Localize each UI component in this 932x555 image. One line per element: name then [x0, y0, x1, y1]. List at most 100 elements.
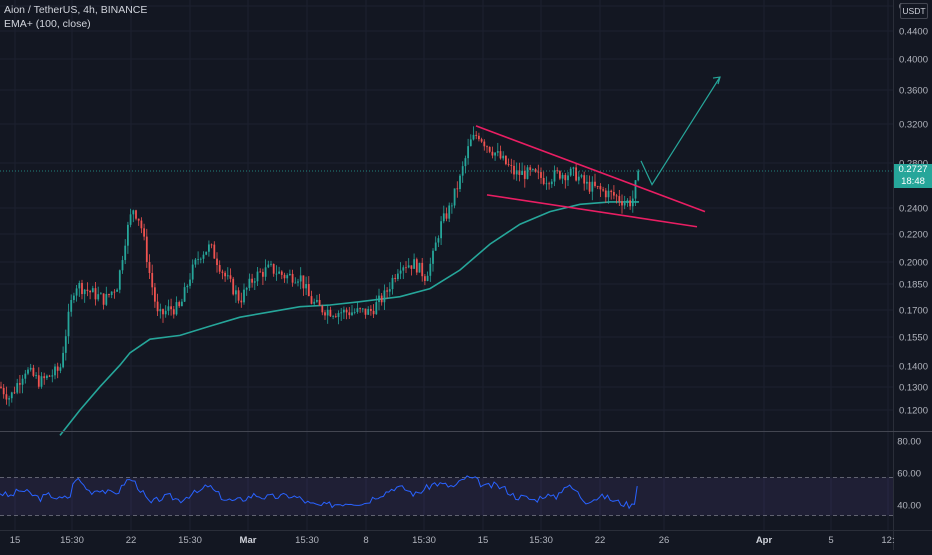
candle	[116, 288, 118, 292]
candle	[597, 186, 599, 189]
candle	[76, 285, 78, 302]
candle	[405, 261, 407, 273]
candle	[551, 179, 553, 188]
price-grid	[0, 0, 893, 530]
candle	[230, 268, 232, 282]
candle	[581, 174, 583, 179]
candle	[132, 210, 134, 223]
candle	[246, 287, 248, 296]
candle	[62, 346, 64, 368]
candle	[381, 293, 383, 306]
candle	[548, 182, 550, 190]
candle	[189, 273, 191, 288]
time-scale-label: 15:30	[529, 535, 553, 546]
candle	[43, 373, 45, 385]
candle	[546, 176, 548, 190]
candle	[610, 190, 612, 200]
candle	[330, 307, 332, 317]
candle	[49, 375, 51, 377]
candle	[95, 282, 97, 305]
candle	[351, 305, 353, 316]
time-scale-label: 15:30	[412, 535, 436, 546]
candle	[524, 165, 526, 187]
candle	[483, 139, 485, 150]
candle	[240, 293, 242, 308]
candle	[0, 382, 2, 389]
price-scale-label: 0.3200	[899, 120, 928, 131]
candle	[578, 171, 580, 184]
candle	[589, 176, 591, 195]
price-scale[interactable]: 0.48000.44000.40000.36000.32000.28000.24…	[894, 0, 929, 550]
candle	[186, 284, 188, 293]
candle	[208, 241, 210, 257]
candle	[316, 295, 318, 303]
candle	[470, 134, 472, 146]
candle	[591, 176, 593, 200]
rsi-scale-label: 80.00	[897, 437, 921, 448]
ema-indicator-label[interactable]: EMA+ (100, close)	[4, 17, 147, 31]
candle	[435, 236, 437, 250]
candle	[478, 133, 480, 142]
candle	[375, 295, 377, 314]
candle	[346, 307, 348, 319]
candle	[89, 290, 91, 299]
candle	[416, 258, 418, 275]
candle	[438, 235, 440, 247]
candle	[170, 299, 172, 316]
candle	[397, 269, 399, 281]
price-scale-label: 0.2200	[899, 230, 928, 241]
candle	[238, 287, 240, 303]
currency-button[interactable]: USDT	[900, 3, 928, 19]
time-scale-label: 26	[659, 535, 670, 546]
candle	[30, 364, 32, 372]
candle	[16, 379, 18, 394]
candle	[216, 252, 218, 272]
candle	[205, 251, 207, 255]
candle	[492, 147, 494, 159]
rsi-scale[interactable]: 80.00 60.00 40.00	[897, 437, 921, 512]
rsi-pane	[0, 476, 893, 516]
candle	[3, 384, 5, 399]
candle	[33, 365, 35, 377]
candle	[400, 262, 402, 279]
candle	[613, 185, 615, 199]
candle	[265, 259, 267, 280]
time-scale-label: 15	[10, 535, 21, 546]
drawings[interactable]	[476, 77, 720, 227]
candle	[475, 131, 477, 139]
candle	[532, 168, 534, 171]
candle	[151, 265, 153, 296]
candle	[286, 273, 288, 283]
candle	[413, 254, 415, 269]
candle	[213, 241, 215, 259]
candle	[454, 188, 456, 208]
symbol-title[interactable]: Aion / TetherUS, 4h, BINANCE	[4, 3, 147, 17]
candle	[176, 296, 178, 315]
candle	[273, 263, 275, 276]
candle	[402, 265, 404, 279]
candle	[192, 259, 194, 283]
candle	[35, 372, 37, 379]
candle	[608, 184, 610, 204]
time-scale[interactable]: 15 15:30 22 15:30 Mar 15:30 8 15:30 15 15:30 22 26 A…	[10, 535, 895, 546]
candle	[394, 274, 396, 282]
candle	[178, 301, 180, 308]
candle	[497, 143, 499, 156]
candle	[473, 126, 475, 140]
time-scale-label: 5	[828, 535, 833, 546]
bar-countdown: 18:48	[894, 176, 932, 188]
candle	[327, 305, 329, 324]
candle	[459, 174, 461, 192]
candle	[384, 284, 386, 309]
candle	[124, 239, 126, 264]
candle	[319, 294, 321, 306]
candle	[259, 268, 261, 272]
candle	[249, 273, 251, 290]
candle	[60, 363, 62, 373]
candle	[278, 267, 280, 274]
projection-path[interactable]	[641, 77, 720, 185]
time-scale-label: 15:30	[295, 535, 319, 546]
candle	[378, 289, 380, 311]
